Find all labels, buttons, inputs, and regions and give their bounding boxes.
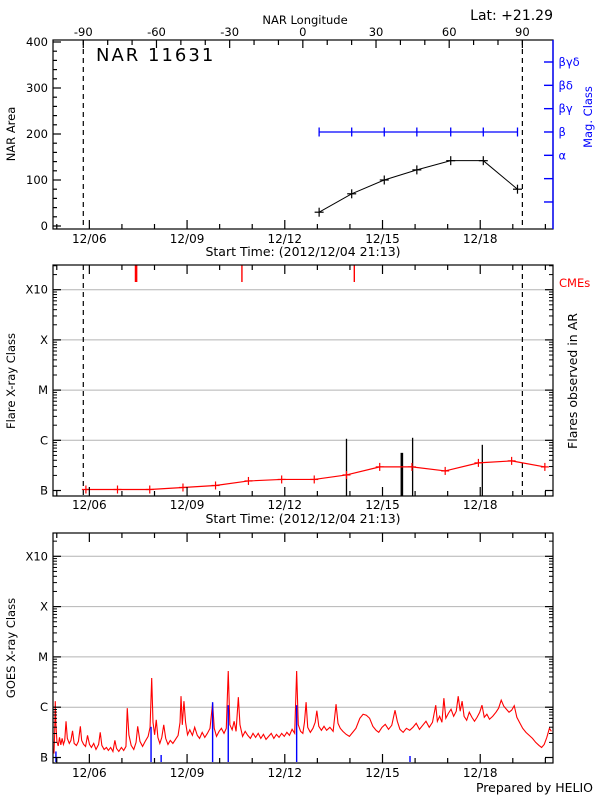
panel-frame <box>52 532 554 764</box>
date-tick-label: 12/06 <box>72 232 107 246</box>
date-tick-label: 12/15 <box>365 766 400 780</box>
area-y-tick-label: 400 <box>26 35 48 49</box>
tick-label-layer: 12/06 12/06 12/06 12/09 12/09 12/09 12/12 12/12… <box>25 25 579 780</box>
date-tick-label: 12/06 <box>72 766 107 780</box>
cmes-label: CMEs <box>559 276 590 290</box>
longitude-tick-label: 60 <box>442 25 457 39</box>
mag-class-tick-label: β <box>559 125 566 139</box>
panel1-xlabel: Start Time: (2012/12/04 21:13) <box>205 244 400 259</box>
axes-layer <box>52 39 554 764</box>
log-y-tick-label: C <box>40 433 48 447</box>
date-tick-label: 12/15 <box>365 232 400 246</box>
panel2-ylabel: Flare X-ray Class <box>4 333 18 429</box>
log-y-tick-label: C <box>40 700 48 714</box>
log-y-tick-label: X <box>40 333 48 347</box>
mag-class-tick-label: βδ <box>559 78 573 92</box>
area-y-tick-label: 0 <box>41 219 48 233</box>
panel3-ylabel: GOES X-ray Class <box>4 598 18 698</box>
goes-flux-curve <box>53 670 552 754</box>
flares-observed-label: Flares observed in AR <box>565 313 580 449</box>
mag-class-tick-label: βγ <box>559 102 573 116</box>
date-tick-label: 12/12 <box>267 498 302 512</box>
gridline-layer <box>53 289 553 708</box>
longitude-tick-label: 0 <box>299 25 306 39</box>
date-tick-label: 12/09 <box>170 766 205 780</box>
longitude-tick-label: -60 <box>147 25 166 39</box>
date-tick-label: 12/18 <box>463 498 498 512</box>
mag-class-tick-label: α <box>559 148 567 162</box>
date-tick-label: 12/09 <box>170 232 205 246</box>
flare-daily-curve <box>85 460 545 491</box>
mag-class-tick-label: βγδ <box>559 55 580 69</box>
log-y-tick-label: B <box>40 751 48 765</box>
nar-area-curve <box>318 160 518 213</box>
panel2-xlabel: Start Time: (2012/12/04 21:13) <box>205 511 400 526</box>
log-y-tick-label: M <box>38 650 48 664</box>
log-y-tick-label: X <box>40 600 48 614</box>
longitude-axis-label: NAR Longitude <box>262 13 347 27</box>
panel1-ylabel: NAR Area <box>4 107 18 162</box>
date-tick-label: 12/12 <box>267 232 302 246</box>
log-y-tick-label: X10 <box>25 283 48 297</box>
log-y-tick-label: X10 <box>25 549 48 563</box>
panel-frame <box>52 264 554 497</box>
area-y-tick-label: 100 <box>26 173 48 187</box>
date-tick-label: 12/18 <box>463 232 498 246</box>
mag-class-axis-label: Mag. Class <box>581 86 595 148</box>
latitude-label: Lat: +21.29 <box>470 8 553 24</box>
date-tick-label: 12/15 <box>365 498 400 512</box>
longitude-tick-label: -90 <box>74 25 93 39</box>
date-tick-label: 12/06 <box>72 498 107 512</box>
longitude-tick-label: -30 <box>220 25 239 39</box>
panel1-title: NAR 11631 <box>96 45 215 66</box>
date-tick-label: 12/12 <box>267 766 302 780</box>
log-y-tick-label: M <box>38 383 48 397</box>
date-tick-label: 12/18 <box>463 766 498 780</box>
longitude-tick-label: 90 <box>515 25 530 39</box>
date-tick-label: 12/09 <box>170 498 205 512</box>
area-y-tick-label: 300 <box>26 81 48 95</box>
longitude-tick-label: 30 <box>369 25 384 39</box>
log-y-tick-label: B <box>40 484 48 498</box>
area-y-tick-label: 200 <box>26 127 48 141</box>
data-layer <box>53 40 552 762</box>
panel-frame <box>52 39 554 230</box>
credit-label: Prepared by HELIO <box>476 780 593 795</box>
